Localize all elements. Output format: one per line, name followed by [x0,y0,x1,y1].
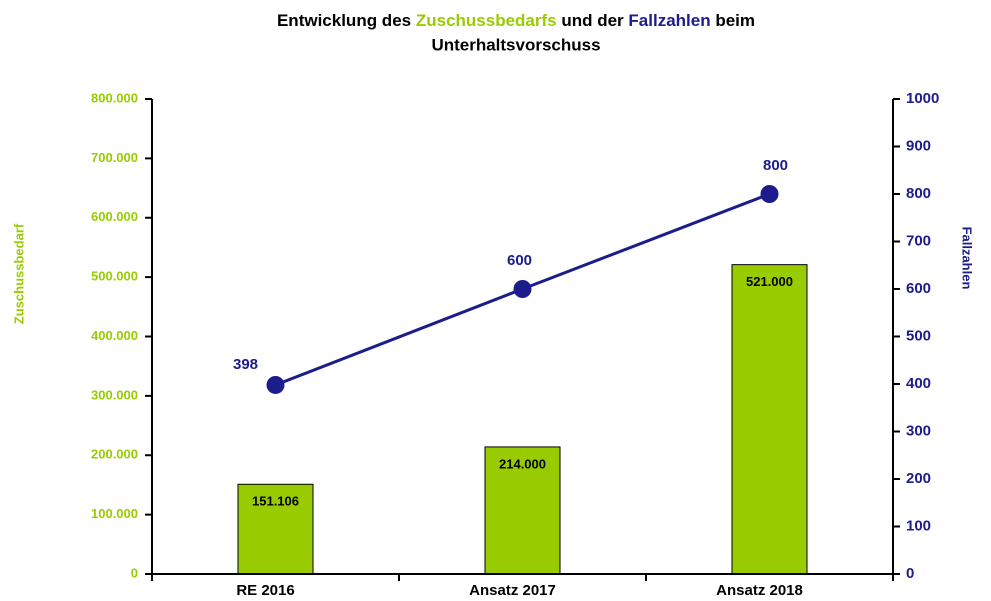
y2-tick-label: 900 [906,137,931,154]
bar-value-label: 214.000 [499,456,546,471]
line-marker [266,375,285,394]
y2-tick-label: 600 [906,280,931,297]
title-part: Fallzahlen [628,11,710,30]
x-tick-label: Ansatz 2017 [469,582,556,599]
y-tick-label: 300.000 [91,387,138,402]
y2-tick-label: 500 [906,327,931,344]
y-tick-label: 0 [131,565,138,580]
y-tick-label: 100.000 [91,506,138,521]
y2-tick-label: 700 [906,232,931,249]
y2-tick-label: 800 [906,185,931,202]
y-tick-label: 200.000 [91,447,138,462]
y-axis-label: Zuschussbedarf [11,223,26,324]
bar-value-label: 521.000 [746,274,793,289]
y2-axis-label: Fallzahlen [960,227,975,290]
y2-tick-label: 200 [906,470,931,487]
y2-tick-label: 0 [906,565,914,582]
line-marker [760,185,779,203]
chart-title: Unterhaltsvorschuss [431,35,600,54]
line-value-label: 800 [763,157,788,174]
y-tick-label: 800.000 [91,90,138,105]
title-part: Entwicklung des [277,11,411,30]
bar [237,483,314,575]
y-tick-label: 400.000 [91,328,138,343]
y2-tick-label: 100 [906,517,931,534]
title-part: Zuschussbedarfs [416,11,557,30]
title-part: beim [715,11,755,30]
y2-tick-label: 300 [906,422,931,439]
bar-value-label: 151.106 [252,494,299,509]
chart-title: Entwicklung des Zuschussbedarfs und der … [277,11,755,30]
line-value-label: 600 [507,252,532,269]
x-tick-label: Ansatz 2018 [716,582,803,599]
x-tick-label: RE 2016 [236,582,294,599]
y-tick-label: 700.000 [91,150,138,165]
line-value-label: 398 [233,356,258,373]
y2-tick-label: 1000 [906,90,939,107]
y-tick-label: 500.000 [91,269,138,284]
bar [484,446,561,575]
y2-tick-label: 400 [906,375,931,392]
bar [731,264,808,575]
title-part: und der [561,11,624,30]
y-tick-label: 600.000 [91,209,138,224]
line-marker [513,280,532,298]
